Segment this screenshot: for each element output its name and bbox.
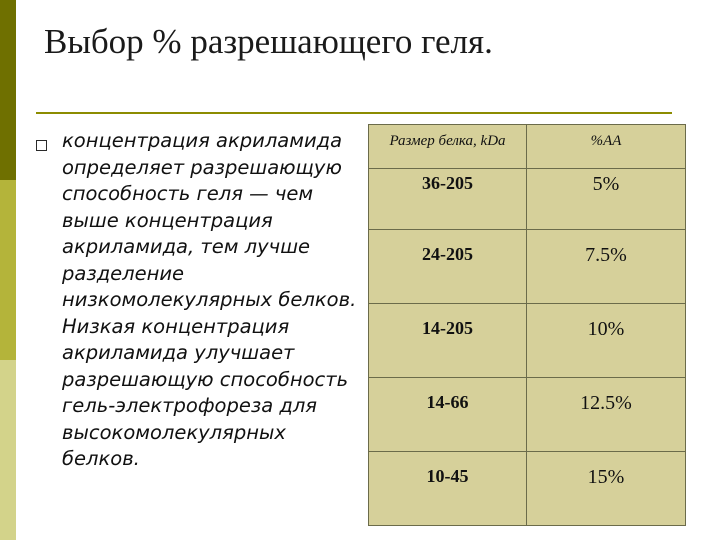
sidebar-accent-middle	[0, 180, 16, 360]
sidebar-accent-bottom	[0, 360, 16, 540]
table-row: 14-66 12.5%	[368, 377, 686, 452]
cell-protein-size: 14-66	[368, 377, 527, 452]
cell-acrylamide-percent: 5%	[526, 168, 686, 230]
gel-percentage-table: Размер белка, kDa %AA 36-205 5% 24-205 7…	[368, 124, 686, 526]
header-protein-size: Размер белка, kDa	[368, 124, 527, 169]
header-acrylamide-percent: %AA	[526, 124, 686, 169]
title-divider	[36, 112, 672, 114]
cell-acrylamide-percent: 12.5%	[526, 377, 686, 452]
cell-acrylamide-percent: 15%	[526, 451, 686, 526]
sidebar-accent-top	[0, 0, 16, 180]
cell-protein-size: 14-205	[368, 303, 527, 378]
cell-acrylamide-percent: 7.5%	[526, 229, 686, 304]
table-row: 10-45 15%	[368, 451, 686, 526]
square-bullet-icon	[36, 140, 47, 151]
cell-protein-size: 24-205	[368, 229, 527, 304]
table-row: 36-205 5%	[368, 168, 686, 230]
slide-title: Выбор % разрешающего геля.	[44, 22, 493, 61]
cell-protein-size: 10-45	[368, 451, 527, 526]
table-header-row: Размер белка, kDa %AA	[368, 124, 686, 169]
cell-acrylamide-percent: 10%	[526, 303, 686, 378]
bullet-text: концентрация акриламида определяет разре…	[62, 129, 357, 470]
cell-protein-size: 36-205	[368, 168, 527, 230]
table-row: 14-205 10%	[368, 303, 686, 378]
table-row: 24-205 7.5%	[368, 229, 686, 304]
